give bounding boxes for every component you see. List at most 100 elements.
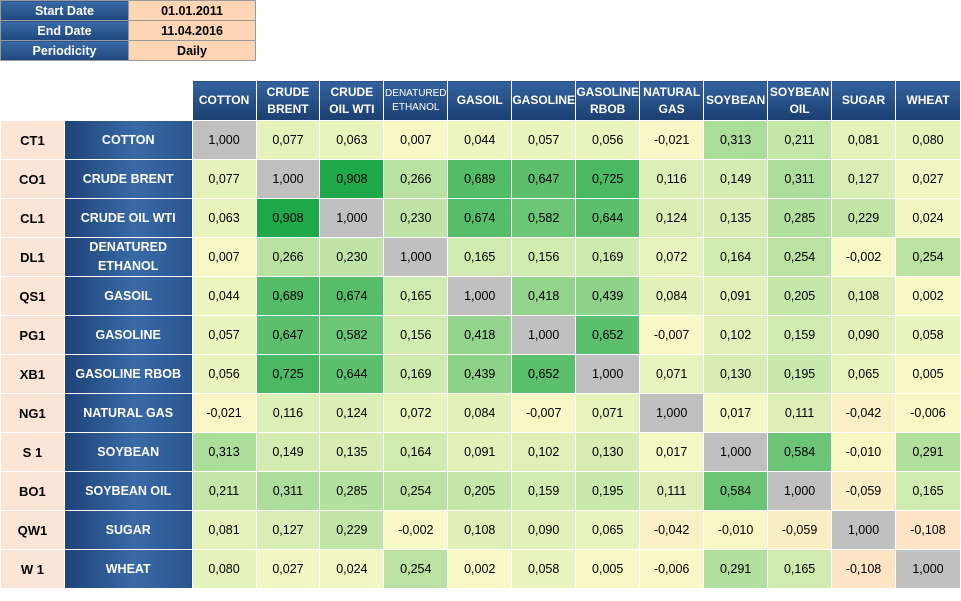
correlation-cell[interactable]: 0,229 <box>319 510 385 550</box>
correlation-cell[interactable]: 0,908 <box>319 159 385 199</box>
correlation-cell[interactable]: -0,007 <box>511 393 577 433</box>
correlation-cell[interactable]: 0,056 <box>191 354 257 394</box>
parameter-value[interactable]: 11.04.2016 <box>128 20 256 41</box>
correlation-cell[interactable]: 0,130 <box>703 354 769 394</box>
correlation-cell[interactable]: 0,149 <box>255 432 321 472</box>
correlation-cell[interactable]: 0,165 <box>447 237 513 277</box>
correlation-cell[interactable]: 0,725 <box>255 354 321 394</box>
correlation-cell[interactable]: 0,266 <box>383 159 449 199</box>
correlation-cell[interactable]: 0,418 <box>511 276 577 316</box>
correlation-cell[interactable]: -0,010 <box>831 432 896 472</box>
correlation-cell[interactable]: -0,021 <box>639 120 705 160</box>
correlation-cell[interactable]: 0,165 <box>894 471 961 511</box>
correlation-cell[interactable]: 0,044 <box>191 276 257 316</box>
correlation-cell[interactable]: 0,111 <box>639 471 705 511</box>
correlation-cell[interactable]: 0,254 <box>383 549 449 589</box>
correlation-cell[interactable]: -0,042 <box>831 393 896 433</box>
correlation-cell[interactable]: 0,084 <box>447 393 513 433</box>
correlation-cell[interactable]: -0,006 <box>639 549 705 589</box>
correlation-cell[interactable]: 0,169 <box>383 354 449 394</box>
correlation-cell[interactable]: 0,116 <box>639 159 705 199</box>
correlation-cell[interactable]: 0,652 <box>511 354 577 394</box>
correlation-cell[interactable]: 0,159 <box>511 471 577 511</box>
parameter-value[interactable]: Daily <box>128 40 256 61</box>
correlation-cell[interactable]: 1,000 <box>319 198 385 238</box>
correlation-cell[interactable]: 0,081 <box>831 120 896 160</box>
correlation-cell[interactable]: 0,647 <box>255 315 321 355</box>
correlation-cell[interactable]: 0,266 <box>255 237 321 277</box>
correlation-cell[interactable]: 0,081 <box>191 510 257 550</box>
correlation-cell[interactable]: 0,582 <box>319 315 385 355</box>
correlation-cell[interactable]: 0,111 <box>767 393 833 433</box>
correlation-cell[interactable]: 0,124 <box>319 393 385 433</box>
correlation-cell[interactable]: 0,063 <box>319 120 385 160</box>
correlation-cell[interactable]: 1,000 <box>447 276 513 316</box>
correlation-cell[interactable]: 0,584 <box>767 432 833 472</box>
correlation-cell[interactable]: 0,313 <box>703 120 769 160</box>
correlation-cell[interactable]: 0,057 <box>191 315 257 355</box>
correlation-cell[interactable]: 0,169 <box>575 237 641 277</box>
correlation-cell[interactable]: 0,077 <box>191 159 257 199</box>
correlation-cell[interactable]: 0,229 <box>831 198 896 238</box>
parameter-value[interactable]: 01.01.2011 <box>128 0 256 21</box>
correlation-cell[interactable]: -0,059 <box>767 510 833 550</box>
correlation-cell[interactable]: 0,058 <box>511 549 577 589</box>
correlation-cell[interactable]: 1,000 <box>191 120 257 160</box>
correlation-cell[interactable]: 0,156 <box>511 237 577 277</box>
correlation-cell[interactable]: 0,647 <box>511 159 577 199</box>
correlation-cell[interactable]: 0,135 <box>703 198 769 238</box>
correlation-cell[interactable]: 0,102 <box>703 315 769 355</box>
correlation-cell[interactable]: 0,080 <box>894 120 961 160</box>
correlation-cell[interactable]: 0,584 <box>703 471 769 511</box>
correlation-cell[interactable]: 0,127 <box>255 510 321 550</box>
correlation-cell[interactable]: -0,007 <box>639 315 705 355</box>
correlation-cell[interactable]: 1,000 <box>831 510 896 550</box>
correlation-cell[interactable]: 0,313 <box>191 432 257 472</box>
correlation-cell[interactable]: 0,195 <box>575 471 641 511</box>
correlation-cell[interactable]: 0,164 <box>703 237 769 277</box>
correlation-cell[interactable]: 0,005 <box>894 354 961 394</box>
correlation-cell[interactable]: 0,090 <box>511 510 577 550</box>
correlation-cell[interactable]: 0,291 <box>703 549 769 589</box>
correlation-cell[interactable]: 0,007 <box>383 120 449 160</box>
correlation-cell[interactable]: 0,908 <box>255 198 321 238</box>
correlation-cell[interactable]: 0,311 <box>767 159 833 199</box>
correlation-cell[interactable]: -0,042 <box>639 510 705 550</box>
correlation-cell[interactable]: 0,149 <box>703 159 769 199</box>
correlation-cell[interactable]: 0,127 <box>831 159 896 199</box>
correlation-cell[interactable]: 0,311 <box>255 471 321 511</box>
correlation-cell[interactable]: 0,164 <box>383 432 449 472</box>
correlation-cell[interactable]: 0,254 <box>894 237 961 277</box>
correlation-cell[interactable]: 0,725 <box>575 159 641 199</box>
correlation-cell[interactable]: -0,021 <box>191 393 257 433</box>
correlation-cell[interactable]: 0,116 <box>255 393 321 433</box>
correlation-cell[interactable]: 0,644 <box>575 198 641 238</box>
correlation-cell[interactable]: 0,102 <box>511 432 577 472</box>
correlation-cell[interactable]: 0,165 <box>767 549 833 589</box>
correlation-cell[interactable]: 0,024 <box>894 198 961 238</box>
correlation-cell[interactable]: 0,027 <box>255 549 321 589</box>
correlation-cell[interactable]: 0,254 <box>383 471 449 511</box>
correlation-cell[interactable]: 0,124 <box>639 198 705 238</box>
correlation-cell[interactable]: 0,084 <box>639 276 705 316</box>
correlation-cell[interactable]: 0,071 <box>575 393 641 433</box>
correlation-cell[interactable]: 0,002 <box>894 276 961 316</box>
correlation-cell[interactable]: 0,005 <box>575 549 641 589</box>
correlation-cell[interactable]: 1,000 <box>255 159 321 199</box>
correlation-cell[interactable]: 0,689 <box>447 159 513 199</box>
correlation-cell[interactable]: 0,230 <box>319 237 385 277</box>
correlation-cell[interactable]: 1,000 <box>383 237 449 277</box>
correlation-cell[interactable]: 0,165 <box>383 276 449 316</box>
correlation-cell[interactable]: 0,058 <box>894 315 961 355</box>
correlation-cell[interactable]: 0,072 <box>383 393 449 433</box>
correlation-cell[interactable]: 0,652 <box>575 315 641 355</box>
correlation-cell[interactable]: 0,017 <box>703 393 769 433</box>
correlation-cell[interactable]: 0,211 <box>767 120 833 160</box>
correlation-cell[interactable]: 0,195 <box>767 354 833 394</box>
correlation-cell[interactable]: -0,002 <box>383 510 449 550</box>
correlation-cell[interactable]: 0,056 <box>575 120 641 160</box>
correlation-cell[interactable]: 0,057 <box>511 120 577 160</box>
correlation-cell[interactable]: 0,024 <box>319 549 385 589</box>
correlation-cell[interactable]: 0,017 <box>639 432 705 472</box>
correlation-cell[interactable]: -0,108 <box>894 510 961 550</box>
